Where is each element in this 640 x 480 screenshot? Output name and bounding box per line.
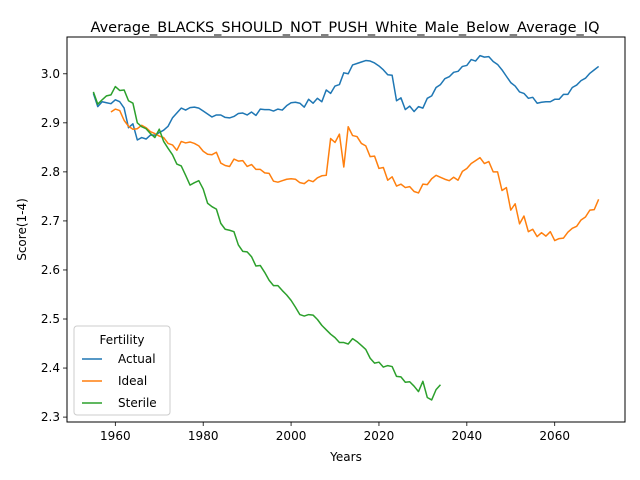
y-tick-label: 2.7 — [41, 214, 60, 228]
x-tick-label: 2040 — [452, 429, 483, 443]
x-tick-label: 1960 — [100, 429, 131, 443]
y-tick-label: 2.3 — [41, 410, 60, 424]
plot-area-frame — [66, 36, 626, 423]
y-tick-label: 2.9 — [41, 116, 60, 130]
y-tick-label: 2.8 — [41, 165, 60, 179]
x-axis-label: Years — [329, 450, 362, 464]
series-layer — [92, 54, 600, 401]
y-axis-label: Score(1-4) — [15, 198, 29, 261]
series-line-actual — [92, 54, 600, 141]
legend: Fertility Actual Ideal Sterile — [73, 325, 171, 416]
x-tick-label: 2020 — [364, 429, 395, 443]
x-tick-label: 2000 — [276, 429, 307, 443]
y-tick-label: 2.6 — [41, 263, 60, 277]
y-tick-label: 3.0 — [41, 67, 60, 81]
y-tick-label: 2.5 — [41, 312, 60, 326]
chart-title: Average_BLACKS_SHOULD_NOT_PUSH_White_Mal… — [91, 20, 600, 36]
tick-layer: 1960 1980 2000 2020 2040 2060 2.3 2.4 2.5 2.6 2.7 2… — [41, 67, 570, 443]
y-tick-label: 2.4 — [41, 361, 60, 375]
legend-label-actual: Actual — [118, 352, 156, 366]
legend-label-sterile: Sterile — [118, 396, 157, 410]
legend-frame — [73, 325, 171, 416]
series-line-ideal — [110, 108, 600, 242]
series-line-sterile — [92, 85, 442, 401]
legend-label-ideal: Ideal — [118, 374, 147, 388]
legend-title: Fertility — [99, 333, 144, 347]
x-tick-label: 2060 — [539, 429, 570, 443]
x-tick-label: 1980 — [188, 429, 219, 443]
